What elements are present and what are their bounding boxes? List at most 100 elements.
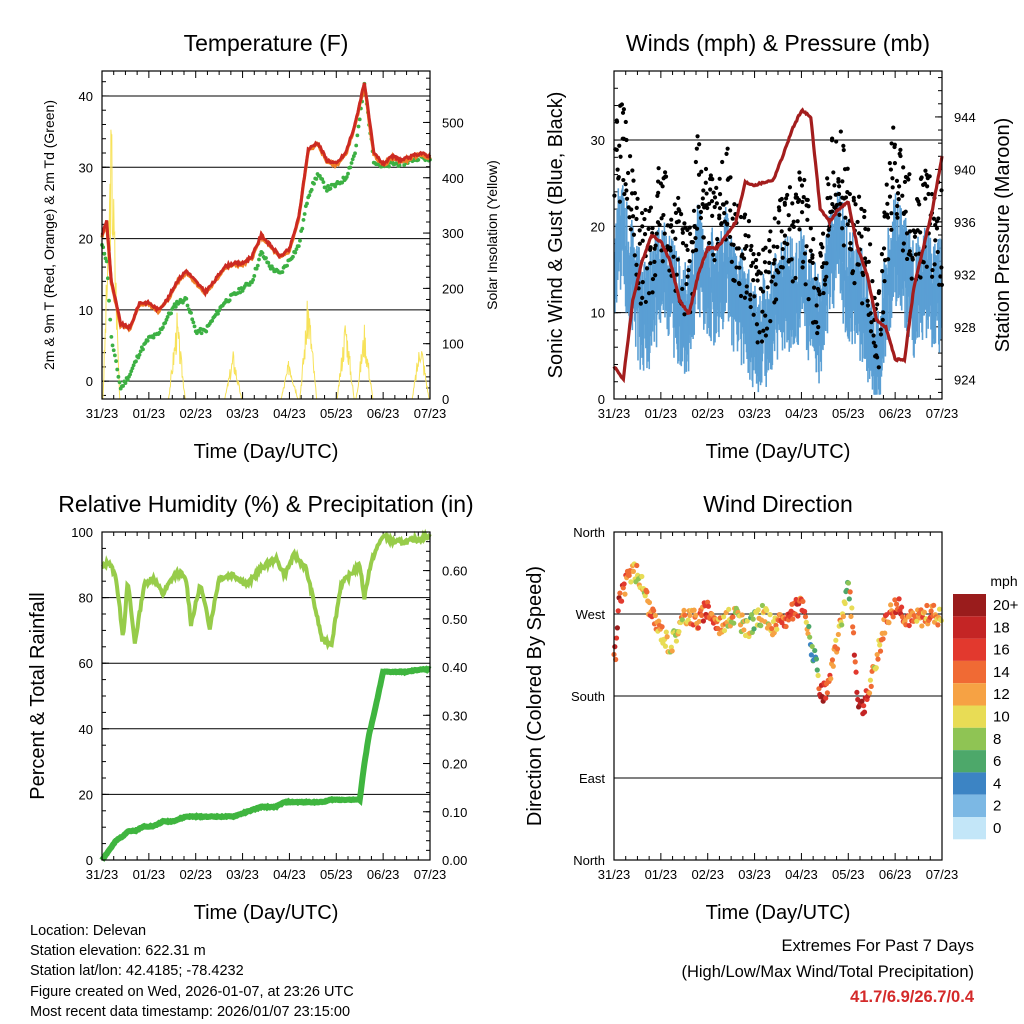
gust-point xyxy=(617,199,622,204)
direction-point xyxy=(664,634,670,640)
y-tick-label: West xyxy=(576,607,606,622)
gust-point xyxy=(806,297,811,302)
direction-point xyxy=(924,602,930,609)
gust-point xyxy=(830,201,835,207)
gust-point xyxy=(913,252,918,257)
gust-point xyxy=(694,226,700,231)
gust-point xyxy=(797,227,802,232)
x-tick-label: 07/23 xyxy=(926,406,959,421)
gust-point xyxy=(876,365,881,370)
gust-point xyxy=(742,212,748,217)
gust-point xyxy=(682,312,687,317)
gust-point xyxy=(703,166,709,172)
gust-point xyxy=(670,229,675,234)
gust-point xyxy=(875,355,880,360)
direction-point xyxy=(809,643,815,650)
gust-point xyxy=(882,278,887,284)
gust-point xyxy=(662,231,667,236)
gust-point xyxy=(632,253,637,258)
gust-point xyxy=(850,269,856,274)
gust-point xyxy=(866,259,871,264)
series-dewpoint xyxy=(100,81,432,391)
y-axis-label: 2m & 9m T (Red, Orange) & 2m Td (Green) xyxy=(41,100,57,370)
gust-point xyxy=(808,226,813,231)
direction-point xyxy=(634,562,640,569)
gust-point xyxy=(680,230,685,235)
gust-point xyxy=(838,129,843,134)
gust-point xyxy=(852,281,857,286)
panel-wind-direction: Wind Direction 31/23 01/23 02/23 03/23 04/23 0… xyxy=(524,491,958,924)
dewpoint-point xyxy=(151,335,156,340)
gust-point xyxy=(659,216,664,221)
x-tick-label: 05/23 xyxy=(320,867,353,882)
direction-point xyxy=(839,622,845,628)
direction-point xyxy=(806,623,812,630)
gust-point xyxy=(741,256,747,261)
gust-point xyxy=(830,209,835,214)
dewpoint-point xyxy=(117,380,122,385)
gust-point xyxy=(697,142,702,147)
gust-point xyxy=(921,260,926,265)
direction-point xyxy=(899,604,905,610)
gust-point xyxy=(855,219,860,225)
direction-point xyxy=(824,690,830,696)
gust-point xyxy=(673,210,679,215)
gust-point xyxy=(900,193,905,198)
direction-point xyxy=(759,602,766,609)
series-wind-direction xyxy=(611,561,944,717)
y-tick-label: North xyxy=(573,853,605,868)
extremes-values: 41.7/6.9/26.7/0.4 xyxy=(850,988,974,1006)
direction-point xyxy=(859,698,865,704)
gust-point xyxy=(873,344,878,349)
gust-point xyxy=(766,270,771,275)
gust-point xyxy=(640,295,645,300)
gust-point xyxy=(834,202,839,208)
y-tick-label: 30 xyxy=(591,133,605,148)
gust-point xyxy=(620,110,626,115)
gust-point xyxy=(614,147,619,152)
dewpoint-point xyxy=(217,308,222,313)
dewpoint-point xyxy=(344,175,349,179)
y2-tick-label: 0.00 xyxy=(442,853,467,868)
direction-point xyxy=(877,642,883,648)
direction-point xyxy=(700,618,707,624)
x-tick-label: 06/23 xyxy=(879,406,912,421)
dewpoint-point xyxy=(161,325,165,330)
gust-point xyxy=(749,263,754,269)
direction-point xyxy=(868,683,874,689)
dewpoint-point xyxy=(227,298,232,303)
gust-point xyxy=(847,191,852,197)
panel-title: Winds (mph) & Pressure (mb) xyxy=(626,30,930,56)
dewpoint-point xyxy=(107,298,111,303)
dewpoint-point xyxy=(169,311,174,316)
dewpoint-point xyxy=(145,338,150,343)
colorbar-swatch xyxy=(953,817,986,840)
gust-point xyxy=(650,226,655,231)
gust-point xyxy=(834,139,839,144)
gust-point xyxy=(856,231,862,236)
direction-point xyxy=(644,589,650,595)
gust-point xyxy=(661,212,666,218)
dewpoint-point xyxy=(349,161,354,165)
gust-point xyxy=(637,241,642,246)
gust-point xyxy=(767,249,772,254)
gust-point xyxy=(731,242,736,247)
gust-point xyxy=(676,219,681,224)
gust-point xyxy=(886,257,891,262)
gust-point xyxy=(868,242,873,247)
gust-point xyxy=(890,176,895,181)
y2-tick-label: 0.60 xyxy=(442,564,467,579)
gust-point xyxy=(711,190,716,195)
direction-point xyxy=(906,622,912,629)
dewpoint-point xyxy=(102,251,107,256)
gust-point xyxy=(753,257,759,263)
gust-point xyxy=(871,340,876,345)
colorbar-label: 2 xyxy=(993,798,1001,815)
y2-tick-label: 944 xyxy=(954,110,976,125)
direction-point xyxy=(652,612,658,619)
dewpoint-point xyxy=(123,381,128,385)
gust-point xyxy=(659,248,664,253)
gust-point xyxy=(646,291,652,296)
dewpoint-point xyxy=(110,343,115,348)
gust-point xyxy=(685,274,690,279)
